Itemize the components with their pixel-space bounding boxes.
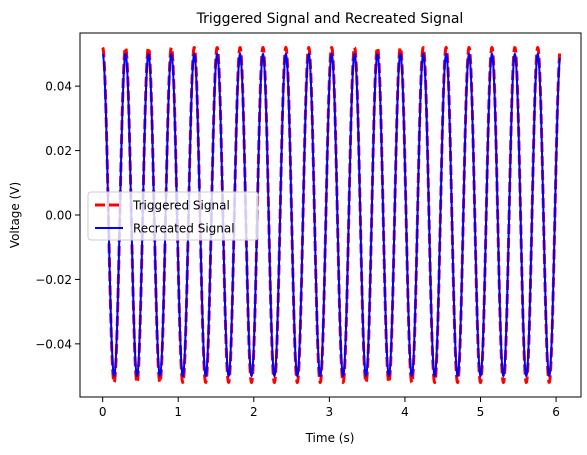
- x-tick-label: 1: [174, 405, 182, 419]
- chart-title: Triggered Signal and Recreated Signal: [196, 11, 464, 27]
- x-tick-label: 0: [99, 405, 107, 419]
- series-layer: [101, 46, 562, 384]
- x-tick-label: 6: [552, 405, 560, 419]
- legend-label-recreated: Recreated Signal: [133, 222, 235, 236]
- legend-label-triggered: Triggered Signal: [132, 199, 230, 213]
- y-tick-label: −0.04: [35, 337, 72, 351]
- legend: Triggered Signal Recreated Signal: [87, 191, 259, 241]
- x-tick-label: 3: [326, 405, 334, 419]
- y-axis-label: Voltage (V): [8, 182, 22, 248]
- x-tick-label: 5: [477, 405, 485, 419]
- series-line-recreated: [101, 52, 561, 378]
- x-tick-label: 2: [250, 405, 258, 419]
- x-axis-label: Time (s): [305, 431, 355, 445]
- y-tick-label: 0.04: [45, 80, 72, 94]
- x-axis-ticks: 0 1 2 3 4 5 6: [99, 397, 560, 419]
- y-axis-ticks: −0.04 −0.02 0.00 0.02 0.04: [35, 80, 80, 351]
- y-tick-label: 0.00: [45, 209, 72, 223]
- x-tick-label: 4: [401, 405, 409, 419]
- plot-area: 0 1 2 3 4 5 6 −0.04 −0.02 0.00 0.02 0.04: [35, 32, 582, 419]
- y-tick-label: 0.02: [45, 144, 72, 158]
- legend-box: [87, 191, 259, 241]
- y-tick-label: −0.02: [35, 273, 72, 287]
